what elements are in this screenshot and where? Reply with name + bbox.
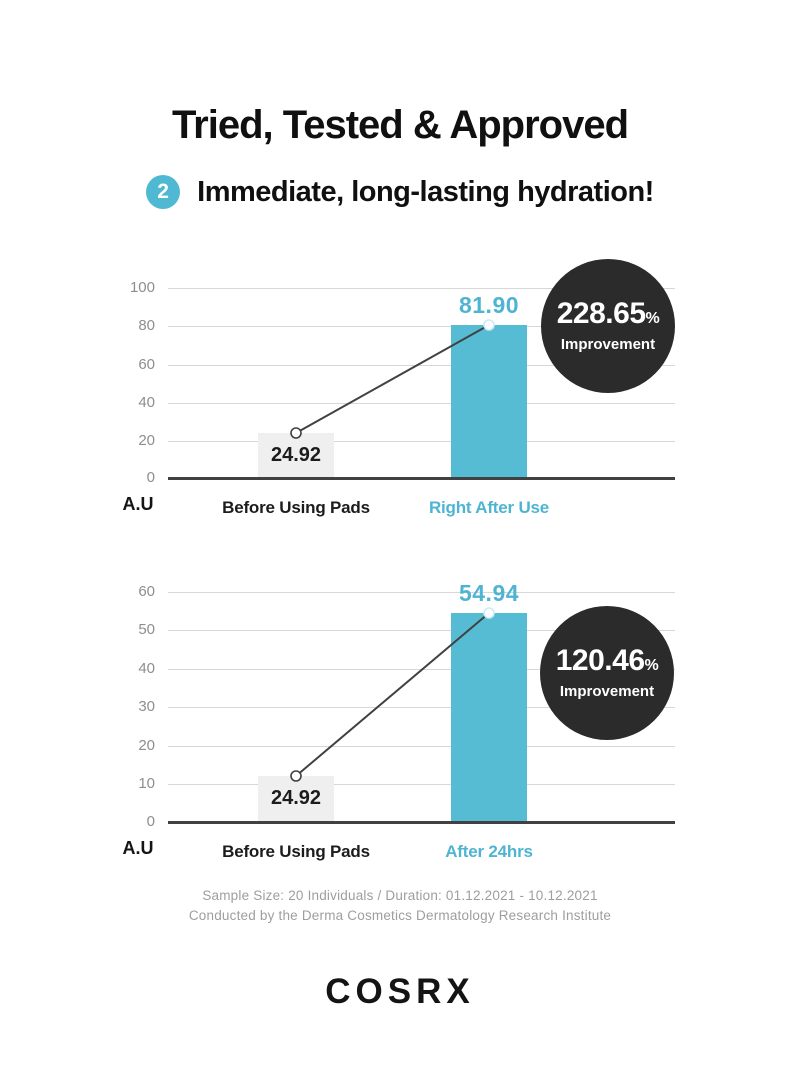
y-tick-label: 40 [138, 660, 155, 677]
percent-sign: % [644, 657, 659, 674]
improvement-value: 120.46% [556, 646, 659, 681]
unit-label: A.U [122, 494, 154, 514]
y-tick-label: 30 [138, 698, 155, 715]
improvement-caption: Improvement [559, 683, 655, 700]
y-tick-label: 10 [138, 775, 155, 792]
bar-before-using-pads [258, 433, 334, 478]
x-axis-baseline [168, 477, 675, 480]
step-number-badge: 2 [146, 175, 181, 209]
bar-value-label: 81.90 [458, 292, 520, 318]
gridline [168, 441, 675, 442]
y-tick-label: 20 [138, 432, 155, 449]
improvement-value: 228.65% [557, 299, 660, 334]
percent-sign: % [645, 310, 660, 327]
gridline [168, 746, 675, 747]
x-label-before: Before Using Pads [222, 498, 370, 517]
x-label-before: Before Using Pads [222, 842, 370, 861]
y-tick-label: 0 [146, 469, 155, 486]
y-tick-label: 80 [138, 317, 155, 334]
gridline [168, 403, 675, 404]
footer-conducted-line: Conducted by the Derma Cosmetics Dermato… [188, 908, 612, 923]
bar-value-label: 24.92 [270, 444, 322, 466]
improvement-badge: 120.46% Improvement [540, 606, 674, 740]
bar-right-after-use [451, 325, 527, 478]
bar-value-label: 24.92 [270, 787, 322, 809]
footer-sample-line: Sample Size: 20 Individuals / Duration: … [202, 888, 598, 903]
gridline [168, 592, 675, 593]
bar-value-label: 54.94 [458, 580, 520, 606]
gridline [168, 288, 675, 289]
x-axis-baseline [168, 821, 675, 824]
improvement-caption: Improvement [560, 336, 656, 353]
gridline [168, 784, 675, 785]
subtitle-row: 2 Immediate, long-lasting hydration! [0, 175, 800, 209]
x-label-after: After 24hrs [445, 842, 533, 861]
bar-before-using-pads [258, 776, 334, 822]
unit-label: A.U [122, 838, 154, 858]
y-tick-label: 60 [138, 583, 155, 600]
page-title: Tried, Tested & Approved [171, 103, 629, 147]
step-number: 2 [157, 180, 169, 203]
y-tick-label: 60 [138, 356, 155, 373]
y-tick-label: 20 [138, 737, 155, 754]
improvement-number: 228.65 [556, 297, 646, 330]
bar-after-24hrs [451, 613, 527, 822]
y-tick-label: 50 [138, 621, 155, 638]
cosrx-logo: COSRX [325, 972, 475, 1011]
y-tick-label: 100 [129, 279, 155, 296]
y-tick-label: 0 [146, 813, 155, 830]
improvement-number: 120.46 [555, 644, 645, 677]
improvement-badge: 228.65% Improvement [541, 259, 675, 393]
y-tick-label: 40 [138, 394, 155, 411]
subtitle-text: Immediate, long-lasting hydration! [197, 175, 654, 208]
x-label-after: Right After Use [428, 498, 550, 517]
